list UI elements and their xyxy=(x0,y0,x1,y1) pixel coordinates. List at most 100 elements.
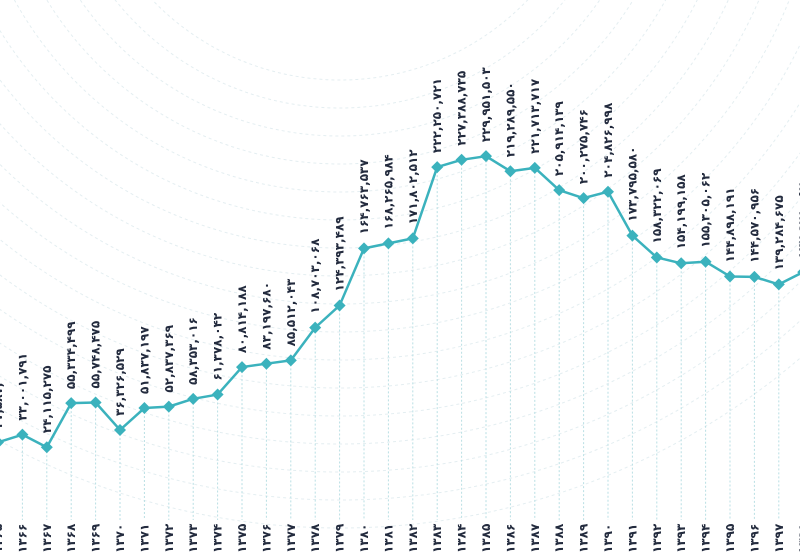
x-tick-label: ۱۳۷۹ xyxy=(333,523,347,553)
x-tick-label: ۱۳۷۸ xyxy=(308,523,322,553)
vertical-gridlines xyxy=(21,156,780,520)
x-tick-label: ۱۳۷۰ xyxy=(113,524,127,553)
data-label: ۸۰,۸۱۴,۱۸۸ xyxy=(235,285,249,353)
data-point xyxy=(626,229,639,242)
x-tick-label: ۱۳۷۵ xyxy=(235,524,249,553)
data-point xyxy=(480,150,492,163)
background-arc xyxy=(0,0,760,277)
x-tick-label: ۱۳۸۱ xyxy=(381,524,395,553)
data-label: ۱۴۷,۹۷۸,۰۵۲ xyxy=(796,182,800,258)
x-tick-label: ۱۳۶۵ xyxy=(0,524,5,553)
data-point xyxy=(89,396,102,409)
x-tick-label: ۱۳۸۴ xyxy=(455,524,469,553)
data-point xyxy=(382,237,395,250)
data-label: ۱۶۴,۷۶۳,۵۳۷ xyxy=(357,159,371,235)
data-point xyxy=(211,388,224,401)
data-labels: ۲۷,۵۸۷,۰۰۰ ۳۳,۰۰۱,۷۹۱ ۲۴,۱۱۵,۲۷۵ ۵۵,۳۳۴,۴۹۹… xyxy=(0,66,800,433)
x-tick-label: ۱۳۸۳ xyxy=(430,523,444,553)
data-point xyxy=(65,397,78,410)
data-label: ۱۲۴,۳۹۳,۴۸۹ xyxy=(333,216,347,292)
x-tick-label: ۱۳۸۶ xyxy=(503,524,517,553)
x-tick-label: ۱۳۷۷ xyxy=(284,523,298,553)
x-tick-label: ۱۳۶۹ xyxy=(89,523,103,553)
x-tick-label: ۱۳۹۷ xyxy=(772,523,786,553)
data-point xyxy=(724,270,736,283)
data-point xyxy=(797,269,800,275)
data-label: ۱۶۸,۲۶۵,۹۸۴ xyxy=(381,154,395,229)
x-tick-label: ۱۳۶۷ xyxy=(40,523,54,553)
x-tick-label: ۱۳۹۲ xyxy=(650,523,664,553)
data-label: ۸۳,۱۹۷,۶۸۰ xyxy=(259,282,273,350)
x-tick-label: ۱۳۶۶ xyxy=(15,524,29,553)
data-label: ۱۳۹,۲۸۴,۶۷۵ xyxy=(772,195,786,270)
data-point xyxy=(260,357,273,370)
data-point xyxy=(16,428,29,441)
x-tick-label: ۱۳۹۰ xyxy=(601,524,615,553)
data-point xyxy=(675,257,688,270)
data-point xyxy=(162,400,175,413)
background-arc xyxy=(0,0,729,249)
data-point xyxy=(358,242,370,255)
background-arc xyxy=(0,197,800,417)
x-tick-label: ۱۳۷۴ xyxy=(211,524,225,553)
data-point xyxy=(699,255,712,268)
data-label: ۳۳,۰۰۱,۷۹۱ xyxy=(15,353,29,421)
data-point xyxy=(431,161,444,174)
background-arc xyxy=(0,101,800,361)
data-point xyxy=(528,161,541,174)
data-point xyxy=(309,321,322,334)
data-point xyxy=(40,441,53,454)
data-label: ۲۰۵,۹۱۴,۱۳۹ xyxy=(552,100,566,176)
data-label: ۱۴۴,۵۷۰,۹۵۶ xyxy=(747,188,761,263)
data-point xyxy=(772,278,785,291)
x-tick-label: ۱۳۸۸ xyxy=(552,523,566,553)
data-label: ۱۵۴,۱۹۹,۱۵۸ xyxy=(674,174,688,250)
data-label: ۵۵,۷۴۸,۴۷۵ xyxy=(89,321,103,389)
x-tick-label: ۱۳۷۱ xyxy=(137,524,151,553)
x-tick-label: ۱۳۹۸ xyxy=(796,523,800,553)
background-arcs xyxy=(0,0,800,529)
x-tick-label: ۱۳۷۲ xyxy=(162,523,176,553)
background-arc xyxy=(0,0,790,305)
x-tick-label: ۱۳۸۲ xyxy=(406,523,420,553)
series-line-group xyxy=(0,154,800,449)
data-label: ۳۶,۳۲۶,۵۲۹ xyxy=(113,348,127,416)
data-label: ۱۰۸,۷۰۳,۰۶۸ xyxy=(308,238,322,314)
data-label: ۱۷۱,۸۰۲,۵۱۲ xyxy=(406,149,420,225)
data-point xyxy=(0,438,4,447)
data-label: ۶۱,۳۷۸,۰۴۲ xyxy=(211,312,225,380)
data-label: ۵۸,۳۵۳,۰۱۶ xyxy=(186,317,200,385)
data-point xyxy=(748,270,761,283)
data-label: ۲۰۰,۲۷۵,۷۴۶ xyxy=(577,109,591,184)
data-point xyxy=(455,153,468,166)
background-arc xyxy=(114,0,566,109)
data-point xyxy=(577,192,590,205)
background-arc xyxy=(0,240,800,445)
data-point xyxy=(406,232,419,245)
data-label: ۱۵۵,۳۰۵,۰۶۲ xyxy=(699,172,713,248)
data-label: ۲۲۱,۷۱۳,۷۱۷ xyxy=(528,78,542,154)
data-point xyxy=(333,299,346,312)
background-arc xyxy=(46,0,634,165)
data-label: ۲۱۹,۲۸۹,۵۵۰ xyxy=(503,82,517,157)
data-label: ۱۷۳,۷۹۵,۵۸۰ xyxy=(625,147,639,222)
data-point xyxy=(236,361,248,374)
data-points xyxy=(0,150,800,454)
x-axis-tick-labels: ۱۳۶۵ ۱۳۶۶ ۱۳۶۷ ۱۳۶۸ ۱۳۶۹ ۱۳۷۰ ۱۳۷۱ ۱۳۷۲ ۱۳۷۳ ۱۳۷۴… xyxy=(0,523,800,553)
data-label: ۲۴,۱۱۵,۲۷۵ xyxy=(40,366,54,434)
data-point xyxy=(187,392,200,405)
x-tick-label: ۱۳۹۴ xyxy=(699,524,713,553)
data-label: ۲۷,۵۸۷,۰۰۰ xyxy=(0,361,5,429)
x-tick-label: ۱۳۸۵ xyxy=(479,524,493,553)
data-point xyxy=(138,402,151,415)
x-tick-label: ۱۳۹۱ xyxy=(625,524,639,553)
data-label: ۲۲۲,۲۵۰,۷۲۱ xyxy=(430,78,444,153)
data-point xyxy=(504,165,517,178)
data-label: ۸۵,۵۱۲,۰۴۳ xyxy=(284,278,298,346)
x-tick-label: ۱۳۹۵ xyxy=(723,524,737,553)
background-arc xyxy=(0,357,800,529)
data-label: ۵۵,۳۳۴,۴۹۹ xyxy=(64,321,78,389)
background-arc xyxy=(0,319,800,501)
x-tick-label: ۱۳۸۹ xyxy=(577,523,591,553)
